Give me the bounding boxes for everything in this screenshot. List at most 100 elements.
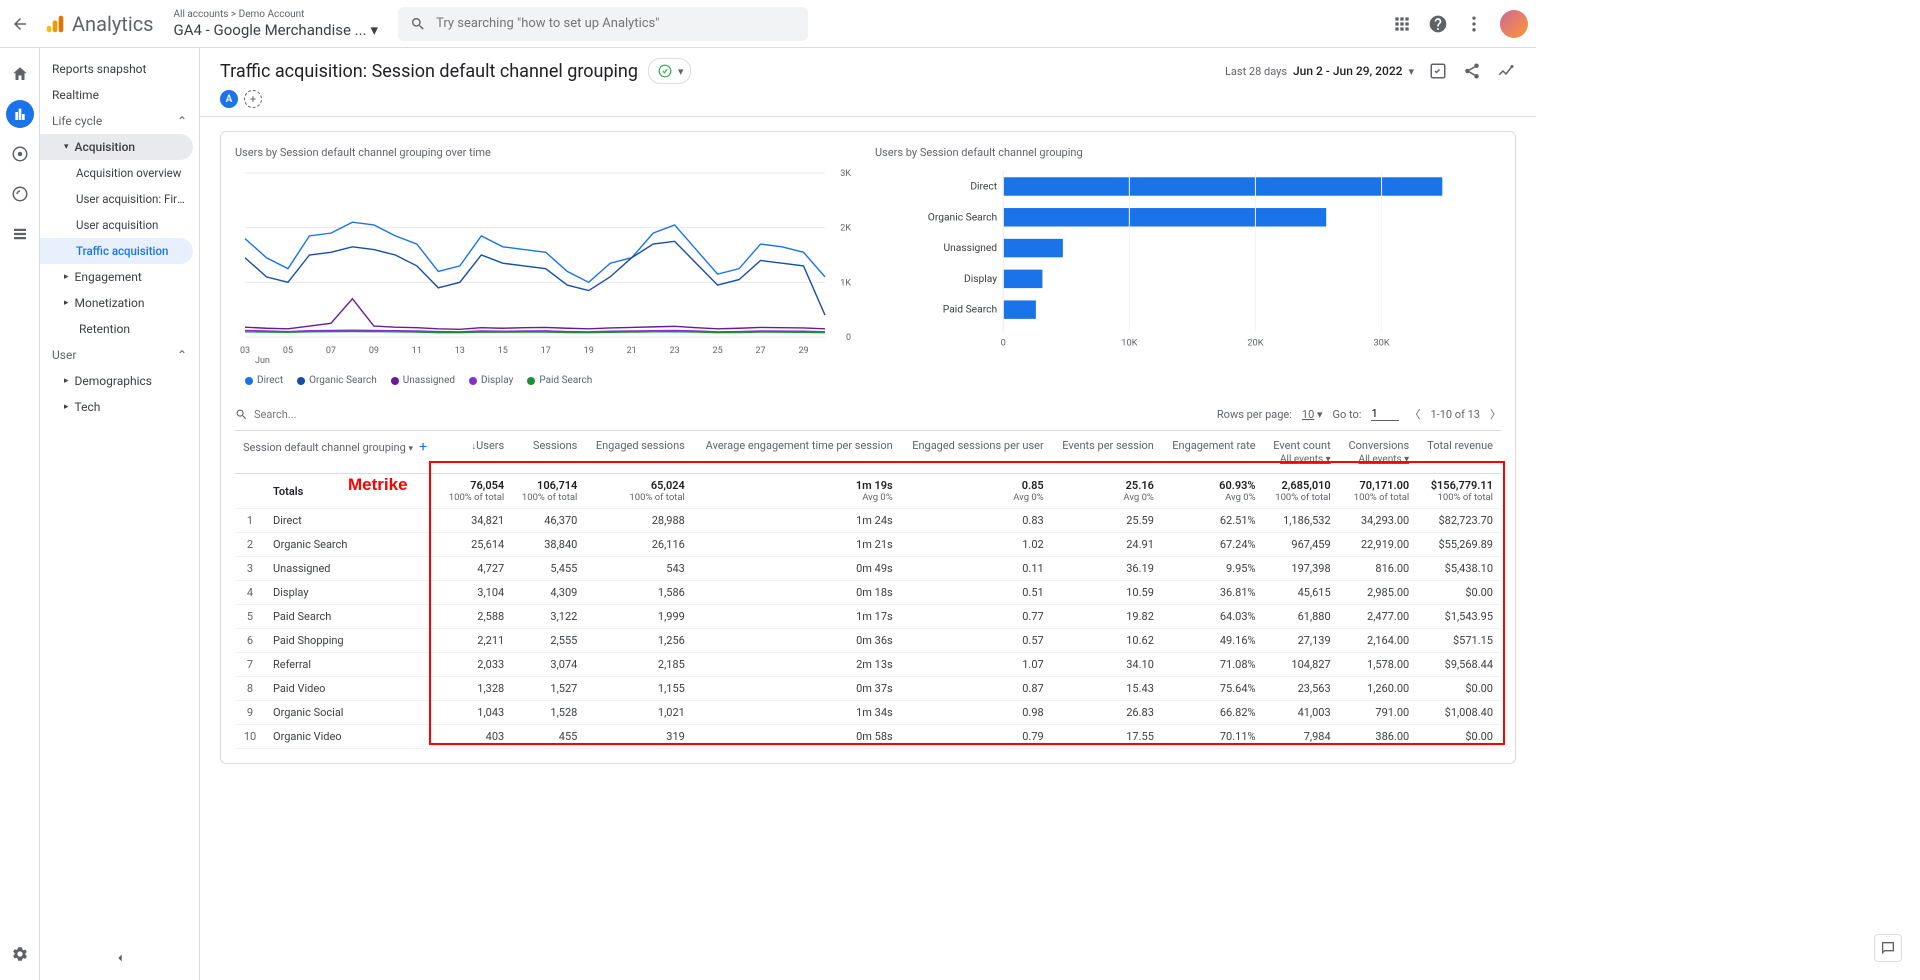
customize-icon	[1429, 62, 1447, 80]
totals-cell: 65,024100% of total	[585, 474, 693, 509]
svg-text:15: 15	[498, 346, 508, 356]
col-header[interactable]: ConversionsAll events ▾	[1339, 431, 1418, 474]
col-header[interactable]: Sessions	[512, 431, 585, 474]
feedback-button[interactable]	[1874, 934, 1902, 962]
sidebar-realtime[interactable]: Realtime	[40, 82, 199, 108]
svg-text:10K: 10K	[1121, 338, 1137, 349]
table-row[interactable]: 4Display3,1044,3091,5860m 18s0.5110.5936…	[235, 581, 1501, 605]
svg-text:21: 21	[627, 346, 637, 356]
sidebar-demographics[interactable]: ▸Demographics	[40, 368, 199, 394]
svg-text:05: 05	[283, 346, 293, 356]
sidebar-life-cycle[interactable]: Life cycle⌃	[40, 108, 199, 134]
chat-icon	[1880, 940, 1896, 956]
legend-item[interactable]: Direct	[245, 375, 283, 386]
rows-per-page-select[interactable]: 10 ▾	[1302, 408, 1323, 421]
home-icon	[11, 65, 29, 83]
property-selector[interactable]: All accounts > Demo Account GA4 - Google…	[174, 9, 379, 39]
insights-button[interactable]	[1496, 61, 1516, 81]
chevron-up-icon: ⌃	[177, 114, 187, 128]
line-chart-title: Users by Session default channel groupin…	[235, 146, 855, 159]
col-header[interactable]: Event countAll events ▾	[1264, 431, 1339, 474]
svg-text:11: 11	[412, 346, 422, 356]
col-header[interactable]: ↓Users	[439, 431, 512, 474]
sidebar-acquisition[interactable]: ▾Acquisition	[40, 134, 193, 160]
chevron-down-icon: ▾	[371, 21, 379, 39]
svg-text:Unassigned: Unassigned	[944, 241, 998, 254]
legend-item[interactable]: Paid Search	[527, 375, 592, 386]
sidebar-user-acquisition-first[interactable]: User acquisition: First user ...	[40, 186, 199, 212]
rail-configure[interactable]	[6, 220, 34, 248]
col-header[interactable]: Average engagement time per session	[693, 431, 901, 474]
page-next[interactable]: 〉	[1490, 406, 1501, 422]
table-row[interactable]: 6Paid Shopping2,2112,5551,2560m 36s0.571…	[235, 629, 1501, 653]
legend-item[interactable]: Organic Search	[297, 375, 377, 386]
legend-item[interactable]: Display	[469, 375, 513, 386]
table-row[interactable]: 10Organic Video4034553190m 58s0.7917.557…	[235, 725, 1501, 749]
table-row[interactable]: 9Organic Social1,0431,5281,0211m 34s0.98…	[235, 701, 1501, 725]
line-chart: 3K2K1K00305070911131517192123252729Jun	[235, 167, 855, 367]
chevron-right-icon: ▸	[64, 272, 69, 282]
rail-home[interactable]	[6, 60, 34, 88]
chevron-down-icon[interactable]: ▾	[409, 444, 414, 454]
customize-button[interactable]	[1428, 61, 1448, 81]
sidebar-acquisition-overview[interactable]: Acquisition overview	[40, 160, 199, 186]
col-header[interactable]: Engagement rate	[1162, 431, 1264, 474]
sidebar-collapse[interactable]	[40, 951, 199, 968]
totals-cell: 60.93%Avg 0%	[1162, 474, 1264, 509]
event-filter[interactable]: All events ▾	[1272, 454, 1331, 465]
page-prev[interactable]: 〈	[1409, 406, 1420, 422]
svg-text:09: 09	[369, 346, 379, 356]
share-button[interactable]	[1462, 61, 1482, 81]
sidebar-user-acquisition[interactable]: User acquisition	[40, 212, 199, 238]
search-input[interactable]	[436, 16, 796, 31]
date-range-value: Jun 2 - Jun 29, 2022	[1293, 64, 1402, 78]
compare-add-button[interactable]: +	[244, 90, 262, 108]
more-icon[interactable]	[1464, 14, 1484, 34]
table-row[interactable]: 8Paid Video1,3281,5271,1550m 37s0.8715.4…	[235, 677, 1501, 701]
svg-text:Organic Search: Organic Search	[928, 210, 997, 223]
totals-cell: 0.85Avg 0%	[901, 474, 1052, 509]
svg-text:30K: 30K	[1373, 338, 1389, 349]
sidebar-retention[interactable]: Retention	[40, 316, 199, 342]
rail-advertising[interactable]	[6, 180, 34, 208]
chevron-down-icon[interactable]: ▾	[678, 65, 684, 78]
rail-explore[interactable]	[6, 140, 34, 168]
sidebar-tech[interactable]: ▸Tech	[40, 394, 199, 420]
global-search[interactable]	[398, 7, 808, 41]
col-header[interactable]: Engaged sessions per user	[901, 431, 1052, 474]
table-row[interactable]: 1Direct34,82146,37028,9881m 24s0.8325.59…	[235, 509, 1501, 533]
rail-reports[interactable]	[6, 100, 34, 128]
table-search-input[interactable]	[254, 408, 454, 421]
chevron-right-icon: ▸	[64, 376, 69, 386]
table-row[interactable]: 5Paid Search2,5883,1221,9991m 17s0.7719.…	[235, 605, 1501, 629]
sidebar-engagement[interactable]: ▸Engagement	[40, 264, 199, 290]
share-icon	[1463, 62, 1481, 80]
table-row[interactable]: 2Organic Search25,61438,84026,1161m 21s1…	[235, 533, 1501, 557]
table-row[interactable]: 3Unassigned4,7275,4555430m 49s0.1136.199…	[235, 557, 1501, 581]
sidebar-monetization[interactable]: ▸Monetization	[40, 290, 199, 316]
col-header[interactable]: Engaged sessions	[585, 431, 693, 474]
apps-icon[interactable]	[1392, 14, 1412, 34]
table-row[interactable]: 7Referral2,0333,0742,1852m 13s1.0734.107…	[235, 653, 1501, 677]
event-filter[interactable]: All events ▾	[1347, 454, 1410, 465]
help-icon[interactable]	[1428, 14, 1448, 34]
goto-input[interactable]	[1371, 407, 1399, 421]
col-header[interactable]: Events per session	[1052, 431, 1162, 474]
sidebar-user[interactable]: User⌃	[40, 342, 199, 368]
svg-text:17: 17	[541, 346, 551, 356]
rail-admin[interactable]	[6, 940, 34, 968]
svg-text:23: 23	[670, 346, 680, 356]
back-button[interactable]	[8, 12, 32, 36]
col-header[interactable]: Total revenue	[1417, 431, 1501, 474]
svg-text:0: 0	[1001, 338, 1006, 349]
avatar[interactable]	[1500, 10, 1528, 38]
chevron-down-icon: ▾	[64, 142, 69, 152]
sidebar-reports-snapshot[interactable]: Reports snapshot	[40, 56, 199, 82]
svg-text:07: 07	[326, 346, 336, 356]
bar-chart: DirectOrganic SearchUnassignedDisplayPai…	[875, 167, 1501, 362]
legend-item[interactable]: Unassigned	[391, 375, 455, 386]
sidebar-traffic-acquisition[interactable]: Traffic acquisition	[40, 238, 193, 264]
date-range-picker[interactable]: Last 28 days Jun 2 - Jun 29, 2022 ▾	[1225, 64, 1414, 78]
compare-badge[interactable]: A	[220, 90, 238, 108]
add-dimension-button[interactable]: +	[419, 439, 427, 455]
